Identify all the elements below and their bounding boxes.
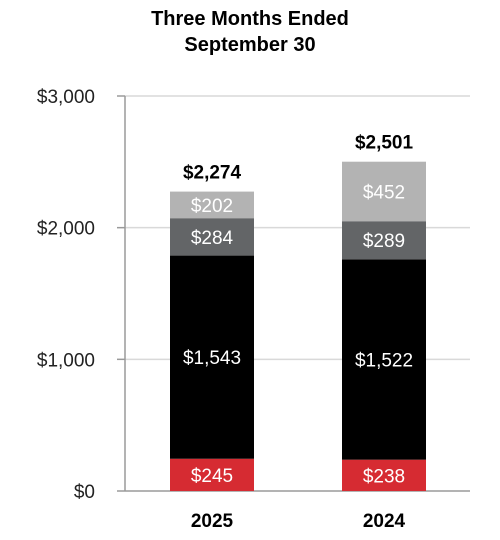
- bar-segment: [170, 218, 254, 256]
- x-category-label: 2024: [363, 511, 406, 532]
- bar-segment: [342, 161, 426, 222]
- bar-segment: [170, 458, 254, 491]
- chart-title: Three Months Ended September 30: [0, 6, 500, 58]
- y-tick-label: $0: [74, 482, 95, 503]
- bar-segment: [342, 459, 426, 491]
- bar-segment: [342, 259, 426, 460]
- bar-segment-label: $245: [191, 466, 233, 487]
- bar-segment-label: $238: [363, 466, 405, 487]
- bar-total-label: $2,501: [355, 133, 414, 154]
- bar-segment: [342, 221, 426, 260]
- bar-segment-label: $289: [363, 231, 405, 252]
- y-tick-label: $2,000: [37, 219, 95, 240]
- chart-title-line-1: Three Months Ended: [151, 8, 349, 30]
- bar-segment: [170, 191, 254, 219]
- bar-segment: [170, 255, 254, 459]
- y-tick-label: $3,000: [37, 87, 95, 108]
- bar-segment-label: $202: [191, 196, 233, 217]
- chart-title-line-2: September 30: [184, 34, 316, 56]
- bar-segment-label: $452: [363, 182, 405, 203]
- x-category-label: 2025: [191, 511, 234, 532]
- bar-total-label: $2,274: [183, 163, 242, 184]
- bar-segment-label: $1,543: [183, 348, 241, 369]
- bar-segment-label: $284: [191, 228, 234, 249]
- y-tick-label: $1,000: [37, 350, 95, 371]
- bar-segment-label: $1,522: [355, 350, 413, 371]
